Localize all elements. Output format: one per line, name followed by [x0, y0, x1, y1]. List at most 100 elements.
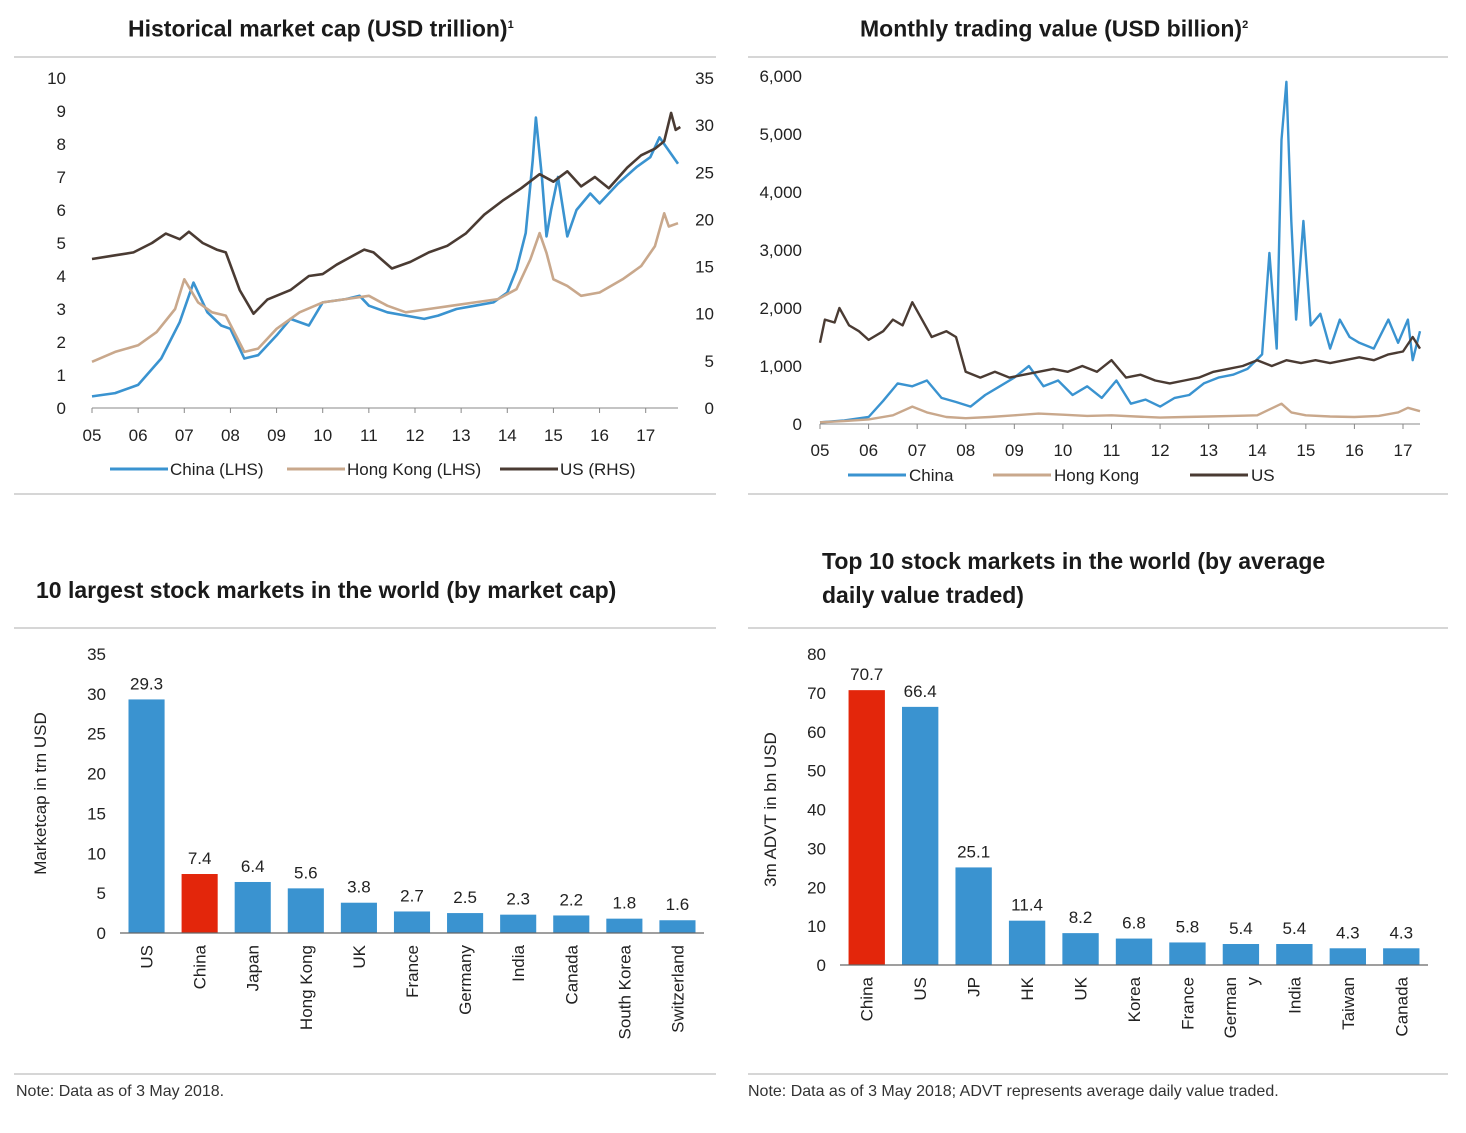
bar-value-label: 4.3 — [1389, 923, 1413, 942]
y-right-tick-label: 35 — [695, 69, 714, 88]
x-tick-label: 05 — [811, 441, 830, 460]
bar-china — [181, 874, 218, 933]
y-left-tick-label: 6 — [57, 201, 66, 220]
bar-germany — [447, 913, 484, 933]
x-tick-label: 08 — [221, 426, 240, 445]
category-label: China — [858, 976, 877, 1021]
y-right-tick-label: 30 — [695, 116, 714, 135]
x-tick-label: 10 — [1053, 441, 1072, 460]
category-label: China — [191, 944, 210, 989]
y-tick-label: 25 — [87, 725, 106, 744]
trading-value-bottom-rule — [748, 493, 1448, 495]
top-advt-title: Top 10 stock markets in the world (by av… — [822, 544, 1325, 612]
bar-taiwan — [1329, 948, 1366, 965]
y-tick-label: 3,000 — [759, 241, 802, 260]
category-label: Germany — [456, 945, 475, 1015]
bar-value-label: 66.4 — [904, 682, 937, 701]
bar-japan — [234, 881, 271, 933]
category-label: France — [403, 945, 422, 998]
category-label: Canada — [1392, 976, 1411, 1036]
category-label: Japan — [244, 945, 263, 991]
y-tick-label: 6,000 — [759, 67, 802, 86]
bar-south-korea — [606, 918, 643, 933]
y-tick-label: 15 — [87, 804, 106, 823]
bar-value-label: 11.4 — [1011, 896, 1043, 915]
bar-value-label: 5.4 — [1229, 919, 1253, 938]
y-tick-label: 80 — [807, 645, 826, 664]
y-right-tick-label: 0 — [705, 399, 714, 418]
y-tick-label: 0 — [97, 924, 106, 943]
bar-value-label: 2.5 — [453, 888, 477, 907]
y-axis-title: Marketcap in trn USD — [31, 712, 50, 875]
x-tick-label: 07 — [175, 426, 194, 445]
category-label: JP — [965, 977, 984, 997]
bar-value-label: 6.8 — [1122, 914, 1146, 933]
bar-us — [128, 699, 165, 933]
y-right-tick-label: 20 — [695, 210, 714, 229]
bar-china — [848, 690, 885, 965]
series-line-china — [91, 116, 680, 398]
category-label: Taiwan — [1339, 977, 1358, 1030]
legend-label-us: US (RHS) — [560, 460, 636, 479]
series-line-hong_kong — [819, 402, 1421, 424]
x-tick-label: 14 — [1248, 441, 1267, 460]
series-line-us — [91, 111, 681, 315]
trading-value-title: Monthly trading value (USD billion)2 — [860, 8, 1248, 46]
x-tick-label: 06 — [129, 426, 148, 445]
x-tick-label: 13 — [1199, 441, 1218, 460]
x-tick-label: 05 — [83, 426, 102, 445]
y-tick-label: 5,000 — [759, 125, 802, 144]
bar-korea — [1115, 938, 1153, 965]
y-left-tick-label: 5 — [57, 234, 66, 253]
y-tick-label: 1,000 — [759, 357, 802, 376]
bar-france — [1169, 942, 1206, 965]
bar-value-label: 8.2 — [1069, 908, 1093, 927]
trading-value-title-text: Monthly trading value (USD billion) — [860, 15, 1243, 42]
x-tick-label: 16 — [1345, 441, 1364, 460]
y-tick-label: 4,000 — [759, 183, 802, 202]
market-cap-history-bottom-rule — [14, 493, 716, 495]
bar-canada — [553, 915, 590, 933]
y-tick-label: 20 — [87, 765, 106, 784]
bar-uk — [1062, 933, 1099, 965]
x-tick-label: 11 — [1103, 441, 1121, 460]
legend-label-us: US — [1251, 466, 1275, 485]
y-tick-label: 10 — [807, 917, 826, 936]
legend-label-hong_kong: Hong Kong — [1054, 466, 1139, 485]
bar-india — [500, 914, 537, 933]
bar-value-label: 29.3 — [130, 674, 163, 693]
top-advt-title-line1: Top 10 stock markets in the world (by av… — [822, 548, 1326, 574]
y-tick-label: 5 — [97, 884, 106, 903]
x-tick-label: 17 — [636, 426, 655, 445]
category-label: South Korea — [615, 944, 634, 1039]
x-tick-label: 12 — [1151, 441, 1170, 460]
category-label: India — [509, 944, 528, 981]
x-tick-label: 07 — [908, 441, 927, 460]
bar-india — [1276, 944, 1313, 965]
bar-value-label: 2.2 — [559, 890, 583, 909]
x-tick-label: 15 — [1296, 441, 1315, 460]
x-tick-label: 06 — [859, 441, 878, 460]
legend-label-hong_kong: Hong Kong (LHS) — [347, 460, 481, 479]
y-left-tick-label: 7 — [57, 168, 66, 187]
bar-jp — [955, 867, 992, 965]
series-line-us — [818, 300, 1422, 385]
bar-value-label: 6.4 — [241, 857, 265, 876]
category-label: Canada — [562, 944, 581, 1004]
category-label: India — [1285, 976, 1304, 1013]
y-left-tick-label: 9 — [57, 102, 66, 121]
x-tick-label: 12 — [406, 426, 425, 445]
bar-value-label: 1.8 — [613, 894, 637, 913]
top-advt-top-rule — [748, 627, 1448, 629]
category-label: Switzerland — [668, 945, 687, 1033]
y-left-tick-label: 8 — [57, 135, 66, 154]
category-label: France — [1178, 977, 1197, 1030]
series-line-china — [819, 80, 1422, 424]
bar-hk — [1008, 920, 1046, 965]
top-advt-chart: 3m ADVT in bn USD 0 10 20 30 40 50 60 70 80 70.7 Ch… — [761, 645, 1428, 1038]
y-right-tick-label: 15 — [695, 258, 714, 277]
bar-value-label: 70.7 — [850, 665, 883, 684]
legend-label-china: China — [909, 466, 954, 485]
y-tick-label: 35 — [87, 645, 106, 664]
